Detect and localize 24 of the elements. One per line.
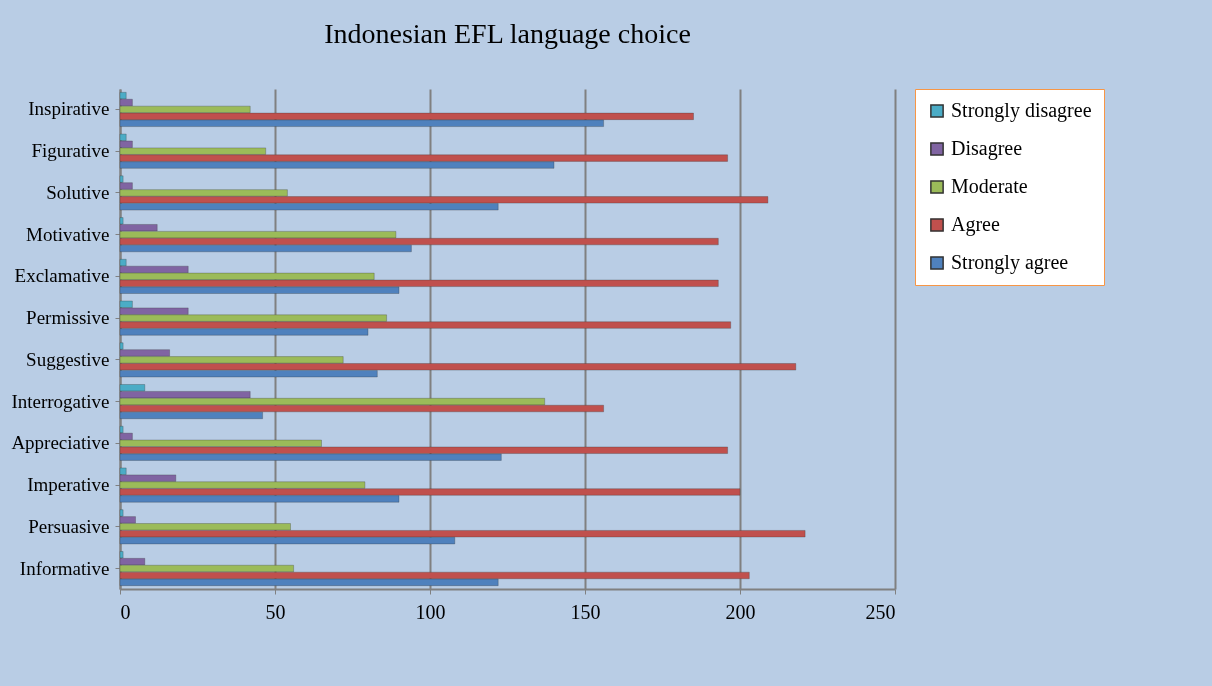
x-tick-label: 50 — [265, 600, 286, 623]
legend-label: Moderate — [951, 175, 1028, 197]
y-tick-label: Motivative — [26, 223, 110, 245]
y-tick-label: Solutive — [46, 181, 110, 203]
chart-title: Indonesian EFL language choice — [324, 17, 691, 49]
y-tick-label: Persuasive — [28, 515, 110, 537]
y-tick-label: Permissive — [26, 307, 110, 329]
legend-label: Agree — [951, 213, 1000, 236]
x-tick-label: 150 — [570, 600, 601, 623]
legend-label: Disagree — [951, 137, 1023, 160]
y-tick-label: Suggestive — [26, 348, 110, 370]
x-tick-label: 200 — [725, 600, 756, 623]
legend-label: Strongly disagree — [951, 99, 1092, 122]
y-tick-label: Interrogative — [11, 390, 110, 412]
x-tick-label: 0 — [120, 600, 131, 623]
y-tick-label: Imperative — [27, 474, 110, 496]
x-tick-label: 250 — [865, 600, 896, 623]
y-tick-label: Appreciative — [11, 432, 110, 454]
y-tick-label: Exclamative — [14, 265, 110, 287]
legend-label: Strongly agree — [951, 251, 1069, 274]
y-tick-label: Inspirative — [28, 98, 110, 120]
y-tick-label: Figurative — [31, 140, 110, 162]
x-tick-label: 100 — [415, 600, 446, 623]
y-tick-label: Informative — [19, 557, 110, 579]
